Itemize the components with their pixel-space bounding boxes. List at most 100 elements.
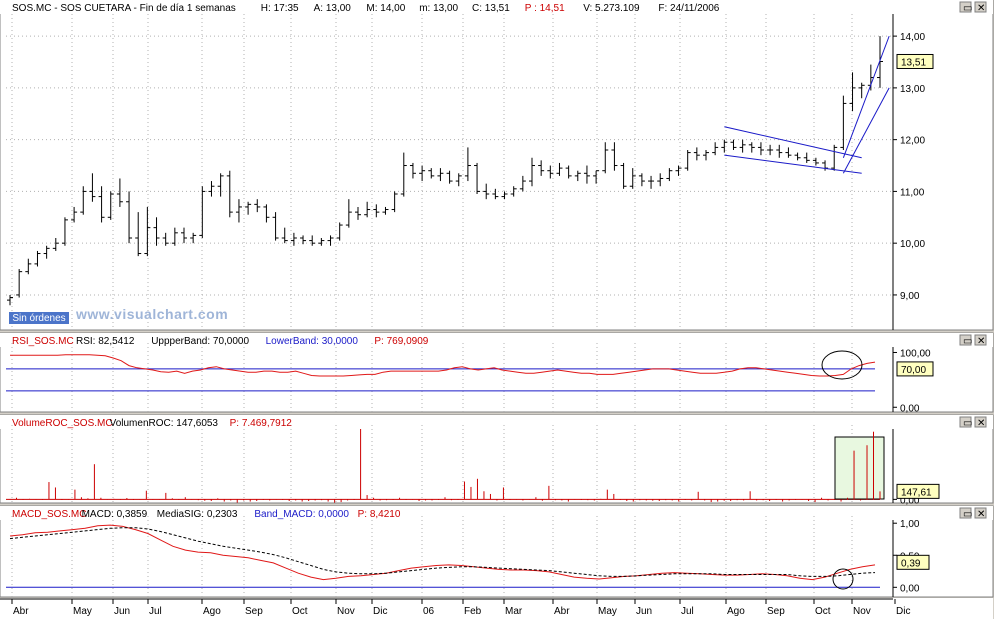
price-bar <box>7 294 13 306</box>
price-bar <box>135 212 142 257</box>
panel-1-header-bg <box>0 333 993 347</box>
price-bar <box>693 147 700 161</box>
price-bar <box>602 142 609 174</box>
panel-3-header-item: Band_MACD: 0,0000 <box>254 509 349 520</box>
rsi-y-tick-label: 0,00 <box>900 403 920 414</box>
price-bar <box>492 188 499 200</box>
price-bar <box>245 201 252 215</box>
price-bar <box>52 238 59 251</box>
volroc-last-value: 147,61 <box>901 487 932 498</box>
watermark: www.visualchart.com <box>76 306 229 322</box>
x-month-label: May <box>598 606 617 617</box>
price-bar <box>181 227 187 244</box>
price-bar <box>309 235 316 246</box>
rsi-y-tick-label: 100,00 <box>900 348 931 359</box>
price-bar <box>34 250 41 267</box>
price-bar <box>748 142 755 153</box>
price-bar <box>547 165 554 179</box>
price-bar <box>382 206 389 215</box>
panel-3-header-item: MACD: 0,3859 <box>82 509 148 520</box>
panel-1-header-item: RSI: 82,5412 <box>76 336 135 347</box>
price-bar <box>593 170 600 184</box>
price-bar <box>767 144 774 156</box>
price-bar <box>336 222 343 241</box>
x-month-label: Oct <box>292 606 308 617</box>
price-y-tick-label: 9,00 <box>900 291 920 302</box>
price-bar <box>730 139 737 150</box>
panel-2-minimize-icon: ▭ <box>963 418 972 429</box>
x-axis-strip <box>0 598 993 619</box>
price-bar <box>556 162 563 176</box>
price-bar <box>116 178 123 207</box>
panel-1-header-item: UppperBand: 70,0000 <box>151 336 249 347</box>
price-bar <box>153 217 160 246</box>
panel-2-minimize-button <box>959 416 972 428</box>
panel-3-header-bg <box>0 506 993 520</box>
panel-0-header-bg <box>0 0 993 14</box>
panel-3-frame <box>0 505 994 598</box>
price-bar <box>71 206 78 223</box>
macd-last-value-tag <box>896 554 930 570</box>
price-bar <box>812 157 819 166</box>
price-bar <box>263 204 270 223</box>
macd-line <box>9 524 876 581</box>
pattern-line-channel_down <box>724 154 862 174</box>
panel-0-header-item: V: 5.273.109 <box>583 3 640 14</box>
price-bar <box>254 199 261 213</box>
price-bar <box>199 186 206 238</box>
price-y-tick-label: 10,00 <box>900 239 925 250</box>
panel-3-minimize-icon: ▭ <box>963 509 972 520</box>
price-bar <box>171 227 178 246</box>
x-month-label: Nov <box>853 606 871 617</box>
orders-button[interactable]: Sin órdenes <box>8 311 70 325</box>
rsi-last-value-tag <box>896 361 934 377</box>
panel-0-header-item: P : 14,51 <box>525 3 565 14</box>
panel-3-close-icon: ✕ <box>977 509 985 520</box>
price-bar <box>290 232 297 246</box>
x-month-label: Mar <box>505 606 523 617</box>
x-month-label: Dic <box>373 606 387 617</box>
volroc-last-value-tag <box>896 483 940 499</box>
price-bar <box>419 165 426 182</box>
panel-0-close-icon: ✕ <box>977 3 985 14</box>
panel-0-header-item: m: 13,00 <box>419 3 458 14</box>
x-month-label: Jul <box>681 606 694 617</box>
x-month-label: Abr <box>13 606 29 617</box>
panel-0-header-item: C: 13,51 <box>472 3 510 14</box>
price-bar <box>684 150 691 171</box>
price-bar <box>474 162 481 194</box>
price-bar <box>510 186 517 197</box>
rsi-highlight-circle <box>821 350 863 380</box>
price-bar <box>483 183 490 200</box>
price-y-tick-label: 11,00 <box>900 187 925 198</box>
panel-1-close-icon: ✕ <box>977 336 985 347</box>
pattern-line-channel_up <box>842 35 890 158</box>
panel-0-minimize-button <box>959 1 972 13</box>
price-bar <box>629 168 636 189</box>
price-bar <box>529 157 535 187</box>
panel-1-header-item: LowerBand: 30,0000 <box>266 336 359 347</box>
price-bar <box>703 150 709 161</box>
price-bar <box>776 144 783 158</box>
rsi-line <box>10 354 876 377</box>
price-bar <box>300 235 307 245</box>
price-bar <box>144 206 151 257</box>
panel-1-minimize-icon: ▭ <box>963 336 972 347</box>
price-bar <box>409 162 416 179</box>
panel-0-header-item: SOS.MC - SOS CUETARA - Fin de día 1 sema… <box>12 3 236 14</box>
price-bar <box>721 139 728 153</box>
x-month-label: Jun <box>114 606 130 617</box>
price-bar <box>574 170 581 182</box>
price-bar <box>373 204 380 218</box>
x-month-label: Feb <box>464 606 482 617</box>
volroc-highlight-box <box>834 436 885 500</box>
price-bar <box>25 258 32 275</box>
price-bar <box>840 95 847 150</box>
panel-1-close-button <box>974 334 987 346</box>
rsi-last-value: 70,00 <box>901 365 926 376</box>
price-bar <box>858 82 865 99</box>
price-y-tick-label: 13,00 <box>900 84 925 95</box>
x-month-label: Sep <box>767 606 785 617</box>
panel-0-header-item: M: 14,00 <box>366 3 405 14</box>
